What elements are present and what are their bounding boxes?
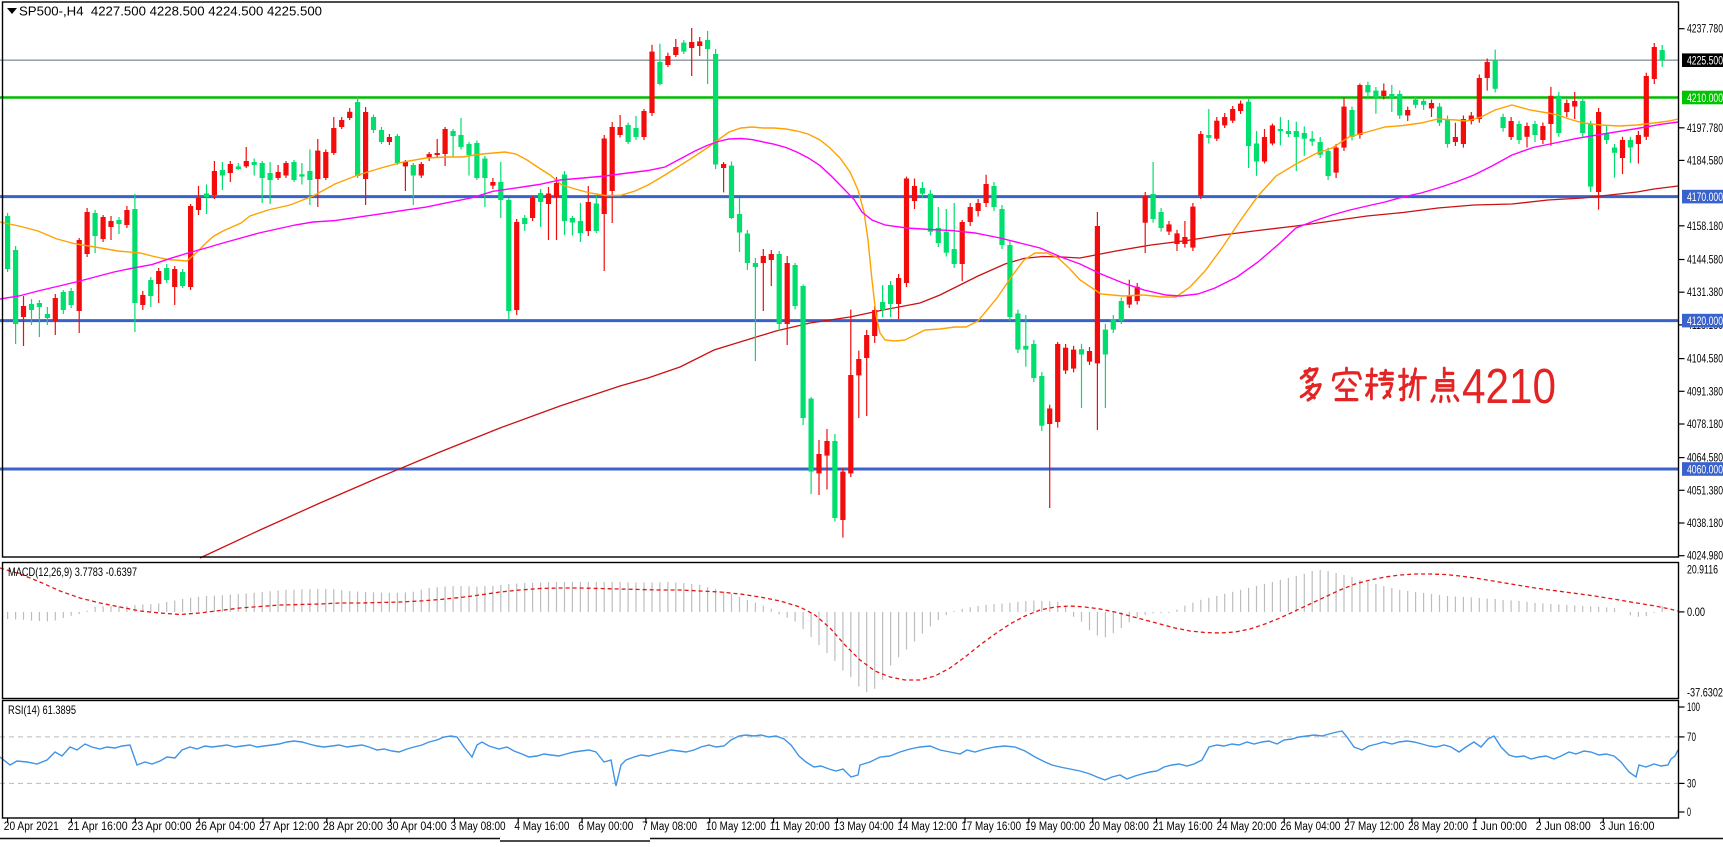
svg-text:4237.780: 4237.780 xyxy=(1687,24,1723,36)
svg-text:4091.380: 4091.380 xyxy=(1687,386,1723,398)
svg-text:4170.000: 4170.000 xyxy=(1687,192,1723,204)
svg-text:21 May 16:00: 21 May 16:00 xyxy=(1153,821,1213,833)
svg-text:4210.000: 4210.000 xyxy=(1687,93,1723,105)
svg-text:13 May 04:00: 13 May 04:00 xyxy=(834,821,894,833)
svg-text:4051.380: 4051.380 xyxy=(1687,485,1723,497)
svg-text:2 Jun 08:00: 2 Jun 08:00 xyxy=(1536,821,1591,833)
svg-text:0: 0 xyxy=(1687,807,1691,819)
svg-text:4078.180: 4078.180 xyxy=(1687,419,1723,431)
svg-text:11 May 20:00: 11 May 20:00 xyxy=(770,821,830,833)
svg-text:26 May 04:00: 26 May 04:00 xyxy=(1280,821,1340,833)
svg-text:RSI(14) 61.3895: RSI(14) 61.3895 xyxy=(8,703,76,717)
svg-text:20.9116: 20.9116 xyxy=(1687,565,1718,577)
svg-text:24 May 20:00: 24 May 20:00 xyxy=(1217,821,1277,833)
svg-text:27 Apr 12:00: 27 Apr 12:00 xyxy=(259,821,319,833)
svg-text:21 Apr 16:00: 21 Apr 16:00 xyxy=(68,821,128,833)
svg-text:3 Jun 16:00: 3 Jun 16:00 xyxy=(1600,821,1655,833)
svg-text:3 May 08:00: 3 May 08:00 xyxy=(451,821,506,833)
svg-text:SP500-,H4 4227.500 4228.500 4: SP500-,H4 4227.500 4228.500 4224.500 422… xyxy=(19,4,322,19)
svg-text:0.00: 0.00 xyxy=(1687,607,1705,619)
svg-text:26 Apr 04:00: 26 Apr 04:00 xyxy=(195,821,255,833)
svg-text:28 Apr 20:00: 28 Apr 20:00 xyxy=(323,821,383,833)
svg-text:30 Apr 04:00: 30 Apr 04:00 xyxy=(387,821,447,833)
svg-text:10 May 12:00: 10 May 12:00 xyxy=(706,821,766,833)
svg-text:4184.580: 4184.580 xyxy=(1687,155,1723,167)
svg-text:20 Apr 2021: 20 Apr 2021 xyxy=(4,821,59,833)
svg-text:4131.380: 4131.380 xyxy=(1687,287,1723,299)
svg-text:19 May 00:00: 19 May 00:00 xyxy=(1025,821,1085,833)
svg-text:6 May 00:00: 6 May 00:00 xyxy=(578,821,633,833)
svg-text:14 May 12:00: 14 May 12:00 xyxy=(897,821,957,833)
svg-text:4024.980: 4024.980 xyxy=(1687,551,1723,563)
svg-text:27 May 12:00: 27 May 12:00 xyxy=(1344,821,1404,833)
svg-text:4197.780: 4197.780 xyxy=(1687,123,1723,135)
svg-text:4120.000: 4120.000 xyxy=(1687,316,1723,328)
svg-text:4064.580: 4064.580 xyxy=(1687,453,1723,465)
svg-text:4060.000: 4060.000 xyxy=(1687,464,1723,476)
svg-text:4225.500: 4225.500 xyxy=(1687,56,1723,68)
svg-text:4 May 16:00: 4 May 16:00 xyxy=(514,821,569,833)
svg-text:4158.180: 4158.180 xyxy=(1687,221,1723,233)
svg-text:100: 100 xyxy=(1687,702,1700,714)
svg-text:30: 30 xyxy=(1687,778,1696,790)
svg-text:1 Jun 00:00: 1 Jun 00:00 xyxy=(1472,821,1527,833)
svg-text:4104.580: 4104.580 xyxy=(1687,354,1723,366)
svg-text:4210: 4210 xyxy=(1462,360,1556,414)
svg-text:7 May 08:00: 7 May 08:00 xyxy=(642,821,697,833)
svg-text:70: 70 xyxy=(1687,732,1696,744)
svg-text:4144.580: 4144.580 xyxy=(1687,255,1723,267)
svg-text:23 Apr 00:00: 23 Apr 00:00 xyxy=(132,821,192,833)
svg-text:28 May 20:00: 28 May 20:00 xyxy=(1408,821,1468,833)
svg-text:20 May 08:00: 20 May 08:00 xyxy=(1089,821,1149,833)
svg-text:MACD(12,26,9) 3.7783 -0.6397: MACD(12,26,9) 3.7783 -0.6397 xyxy=(8,565,137,579)
svg-text:-37.6302: -37.6302 xyxy=(1687,688,1723,700)
svg-text:17 May 16:00: 17 May 16:00 xyxy=(961,821,1021,833)
svg-text:4038.180: 4038.180 xyxy=(1687,518,1723,530)
